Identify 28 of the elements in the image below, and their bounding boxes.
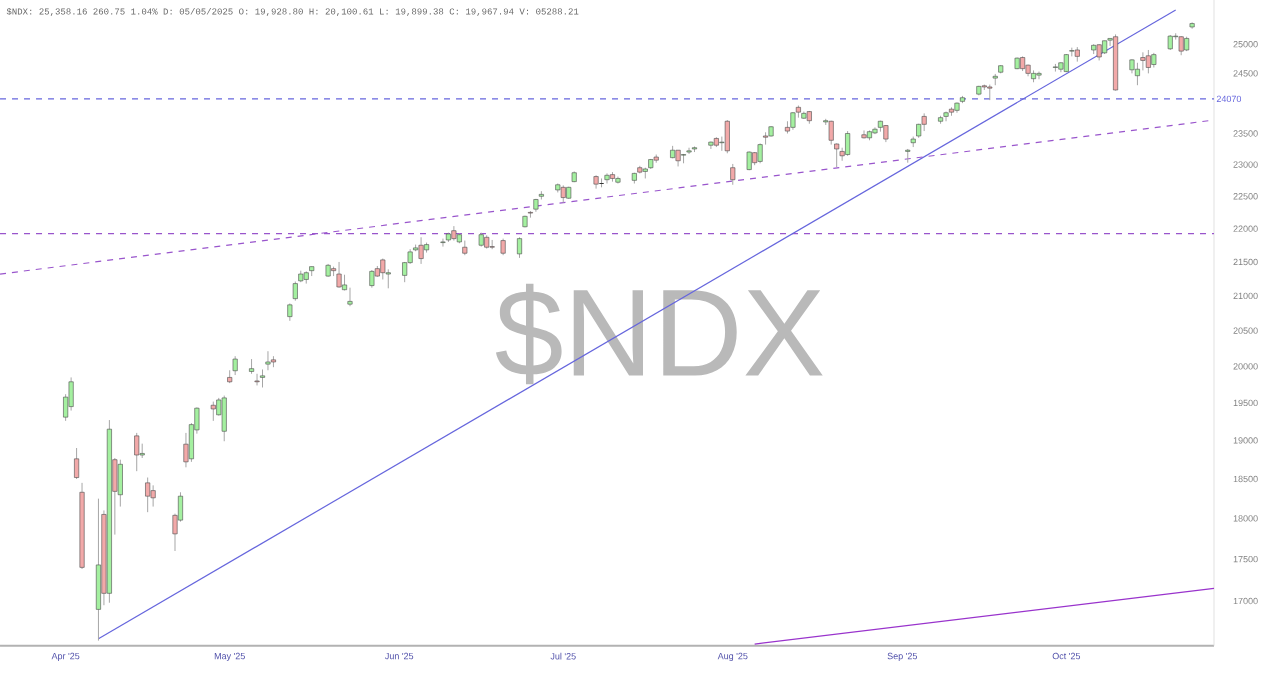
candlestick <box>232 355 238 376</box>
candlestick <box>210 401 216 422</box>
candlestick <box>686 147 692 155</box>
candlestick <box>145 477 151 513</box>
candlestick <box>150 484 156 508</box>
candlestick <box>221 395 227 442</box>
candlestick <box>347 287 353 307</box>
candlestick <box>604 172 610 184</box>
candlestick <box>861 129 867 139</box>
candlestick <box>724 119 730 154</box>
candlestick <box>1145 49 1151 74</box>
candlestick <box>95 498 101 642</box>
candlestick <box>292 281 298 302</box>
candlestick <box>260 368 265 388</box>
candlestick <box>265 350 271 371</box>
candlestick <box>254 373 260 386</box>
candlestick <box>134 432 140 472</box>
candlestick <box>440 238 446 248</box>
candlestick <box>730 163 736 186</box>
candlestick <box>1036 71 1042 80</box>
candlestick <box>1140 51 1146 71</box>
candlestick <box>74 447 80 480</box>
candlestick <box>845 130 851 157</box>
candlestick <box>1178 35 1184 56</box>
candlestick <box>834 142 840 168</box>
candlestick <box>336 261 342 289</box>
candlestick <box>418 236 424 265</box>
candlestick <box>517 236 522 259</box>
